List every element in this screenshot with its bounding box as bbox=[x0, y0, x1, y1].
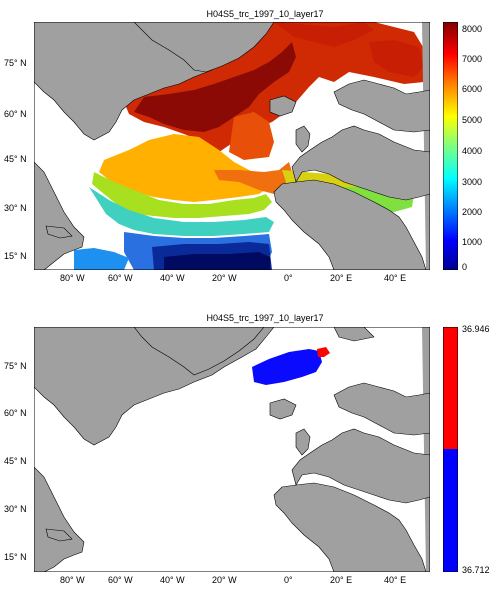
panel1-iceland bbox=[269, 95, 297, 117]
panel1-lon-label: 40° E bbox=[384, 273, 407, 283]
panel2-svalbard bbox=[333, 327, 375, 342]
panel2-iceland bbox=[269, 398, 297, 420]
panel2-lon-label: 80° W bbox=[60, 575, 85, 585]
panel1-tracer-field bbox=[74, 22, 426, 270]
panel2-lon-label: 20° E bbox=[330, 575, 353, 585]
panel1-cbar-tick: 0 bbox=[462, 262, 468, 272]
panel1-cbar-tick: 7000 bbox=[462, 54, 483, 64]
panel1-lon-label: 0° bbox=[284, 273, 293, 283]
panel1-cbar-tick: 1000 bbox=[462, 237, 483, 247]
panel2-lat-label: 60° N bbox=[4, 408, 27, 418]
panel1-title: H04S5_trc_1997_10_layer17 bbox=[206, 9, 324, 19]
panel2-cbar-min-label: 36.712 bbox=[462, 565, 490, 575]
panel2-cbar-upper-class bbox=[443, 327, 458, 449]
panel1-cbar-tick: 2000 bbox=[462, 207, 483, 217]
panel2-lon-label: 0° bbox=[284, 575, 293, 585]
panel2-cbar-max-label: 36.946 bbox=[462, 324, 490, 334]
panel2-lon-label: 20° W bbox=[212, 575, 237, 585]
panel1-uk bbox=[295, 125, 311, 153]
panel2-lat-label: 15° N bbox=[4, 552, 27, 562]
panel1-lat-label: 45° N bbox=[4, 154, 27, 164]
panel2-lat-label: 30° N bbox=[4, 504, 27, 514]
panel1-cbar-tick: 4000 bbox=[462, 146, 483, 156]
panel2-lat-label: 45° N bbox=[4, 456, 27, 466]
panel2-lon-label: 40° E bbox=[384, 575, 407, 585]
panel1-africa-middle-east bbox=[273, 22, 430, 270]
panel2-europe bbox=[291, 428, 430, 504]
panel1-europe bbox=[291, 125, 430, 201]
panel1-map bbox=[34, 22, 430, 270]
panel1-lon-label: 20° E bbox=[330, 273, 353, 283]
panel2-colorbar bbox=[443, 327, 458, 572]
panel1-cuba bbox=[45, 225, 73, 239]
panel1-lat-label: 60° N bbox=[4, 109, 27, 119]
panel2-title: H04S5_trc_1997_10_layer17 bbox=[206, 313, 324, 323]
panel1-greenland bbox=[133, 22, 275, 73]
panel2-lat-label: 75° N bbox=[4, 361, 27, 371]
panel2-north-america-east bbox=[34, 327, 85, 572]
panel2-landmasses bbox=[34, 327, 430, 572]
panel1-cbar-tick: 5000 bbox=[462, 115, 483, 125]
panel2-lon-label: 60° W bbox=[108, 575, 133, 585]
panel1-lat-label: 15° N bbox=[4, 251, 27, 261]
panel1-north-america-east bbox=[34, 22, 85, 270]
panel1-landmasses bbox=[34, 22, 430, 270]
panel1-lon-label: 60° W bbox=[108, 273, 133, 283]
panel2-cuba bbox=[45, 528, 73, 542]
panel1-colorbar bbox=[443, 22, 458, 270]
panel1-lat-label: 30° N bbox=[4, 203, 27, 213]
panel1-lon-label: 40° W bbox=[160, 273, 185, 283]
panel1-cbar-tick: 8000 bbox=[462, 24, 483, 34]
panel2-uk bbox=[295, 428, 311, 456]
panel1-lat-label: 75° N bbox=[4, 58, 27, 68]
panel2-map bbox=[34, 327, 430, 572]
panel2-lon-label: 40° W bbox=[160, 575, 185, 585]
panel2-cbar-lower-class bbox=[443, 449, 458, 572]
panel1-cbar-tick: 6000 bbox=[462, 84, 483, 94]
panel2-greenland bbox=[133, 327, 265, 376]
panel1-lon-label: 80° W bbox=[60, 273, 85, 283]
panel2-tracer-field bbox=[252, 347, 330, 385]
panel2-scandinavia bbox=[333, 382, 430, 436]
panel1-cbar-tick: 3000 bbox=[462, 177, 483, 187]
panel2-africa-middle-east bbox=[273, 327, 430, 572]
panel1-lon-label: 20° W bbox=[212, 273, 237, 283]
panel1-scandinavia bbox=[333, 79, 430, 133]
